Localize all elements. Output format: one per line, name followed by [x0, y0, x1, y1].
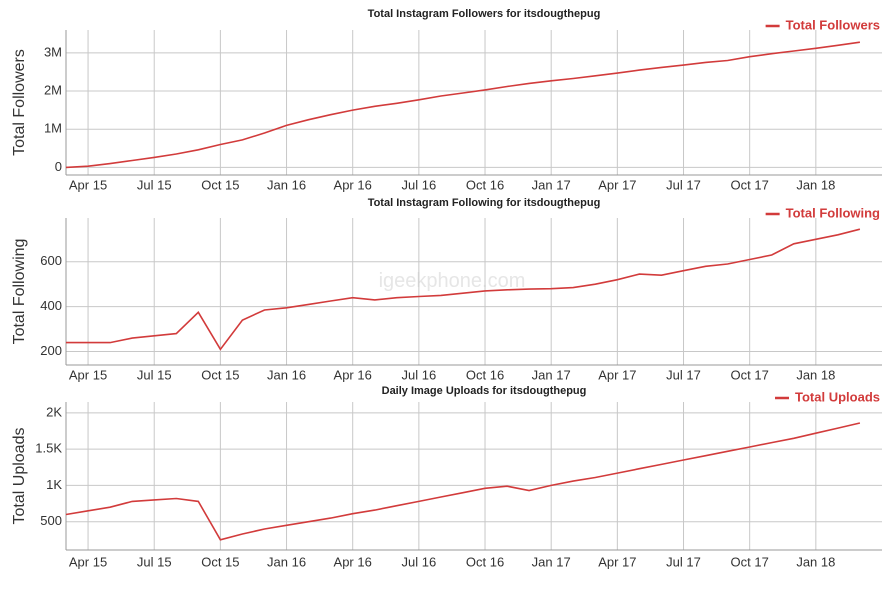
legend-label: Total Followers [786, 17, 880, 32]
legend-label: Total Following [786, 205, 880, 220]
x-tick-label: Jan 18 [796, 554, 835, 569]
y-tick-label: 1K [46, 477, 62, 492]
x-tick-label: Jan 16 [267, 554, 306, 569]
x-tick-label: Apr 15 [69, 554, 107, 569]
chart-title: Total Instagram Following for itsdougthe… [368, 197, 601, 209]
y-tick-label: 2M [44, 82, 62, 97]
x-tick-label: Jan 17 [532, 177, 571, 192]
series-line [66, 228, 861, 351]
chart-title: Daily Image Uploads for itsdougthepug [382, 385, 587, 397]
x-tick-label: Apr 16 [334, 177, 372, 192]
x-tick-label: Oct 15 [201, 177, 239, 192]
x-tick-label: Oct 16 [466, 554, 504, 569]
x-tick-label: Jan 16 [267, 177, 306, 192]
x-tick-label: Jul 16 [402, 554, 437, 569]
x-tick-label: Oct 16 [466, 367, 504, 382]
x-tick-label: Apr 17 [598, 367, 636, 382]
y-tick-label: 600 [40, 253, 62, 268]
x-tick-label: Oct 17 [731, 554, 769, 569]
watermark: igeekphone.com [379, 270, 526, 292]
x-tick-label: Oct 15 [201, 554, 239, 569]
y-tick-label: 500 [40, 513, 62, 528]
x-tick-label: Jul 17 [666, 177, 701, 192]
x-tick-label: Apr 15 [69, 177, 107, 192]
x-tick-label: Oct 16 [466, 177, 504, 192]
x-tick-label: Jan 18 [796, 367, 835, 382]
x-tick-label: Oct 17 [731, 177, 769, 192]
x-tick-label: Apr 17 [598, 177, 636, 192]
x-tick-label: Jul 17 [666, 367, 701, 382]
x-tick-label: Jul 15 [137, 554, 172, 569]
x-tick-label: Apr 16 [334, 554, 372, 569]
y-tick-label: 1M [44, 121, 62, 136]
x-tick-label: Apr 15 [69, 367, 107, 382]
x-tick-label: Jan 16 [267, 367, 306, 382]
x-tick-label: Jul 15 [137, 367, 172, 382]
y-tick-label: 1.5K [35, 441, 62, 456]
y-tick-label: 200 [40, 343, 62, 358]
x-tick-label: Oct 15 [201, 367, 239, 382]
y-axis-label: Total Following [11, 239, 28, 345]
x-tick-label: Apr 16 [334, 367, 372, 382]
x-tick-label: Jan 17 [532, 554, 571, 569]
y-tick-label: 400 [40, 298, 62, 313]
x-tick-label: Jan 17 [532, 367, 571, 382]
series-line [65, 41, 861, 169]
y-axis-label: Total Uploads [11, 428, 28, 525]
x-tick-label: Jul 16 [402, 177, 437, 192]
series-line [65, 422, 861, 541]
x-tick-label: Jul 16 [402, 367, 437, 382]
y-axis-label: Total Followers [11, 49, 28, 156]
x-tick-label: Jul 17 [666, 554, 701, 569]
x-tick-label: Apr 17 [598, 554, 636, 569]
x-tick-label: Jan 18 [796, 177, 835, 192]
x-tick-label: Oct 17 [731, 367, 769, 382]
chart-title: Total Instagram Followers for itsdougthe… [368, 8, 601, 20]
y-tick-label: 3M [44, 44, 62, 59]
y-tick-label: 2K [46, 404, 62, 419]
legend-label: Total Uploads [795, 389, 880, 404]
x-tick-label: Jul 15 [137, 177, 172, 192]
y-tick-label: 0 [55, 159, 62, 174]
